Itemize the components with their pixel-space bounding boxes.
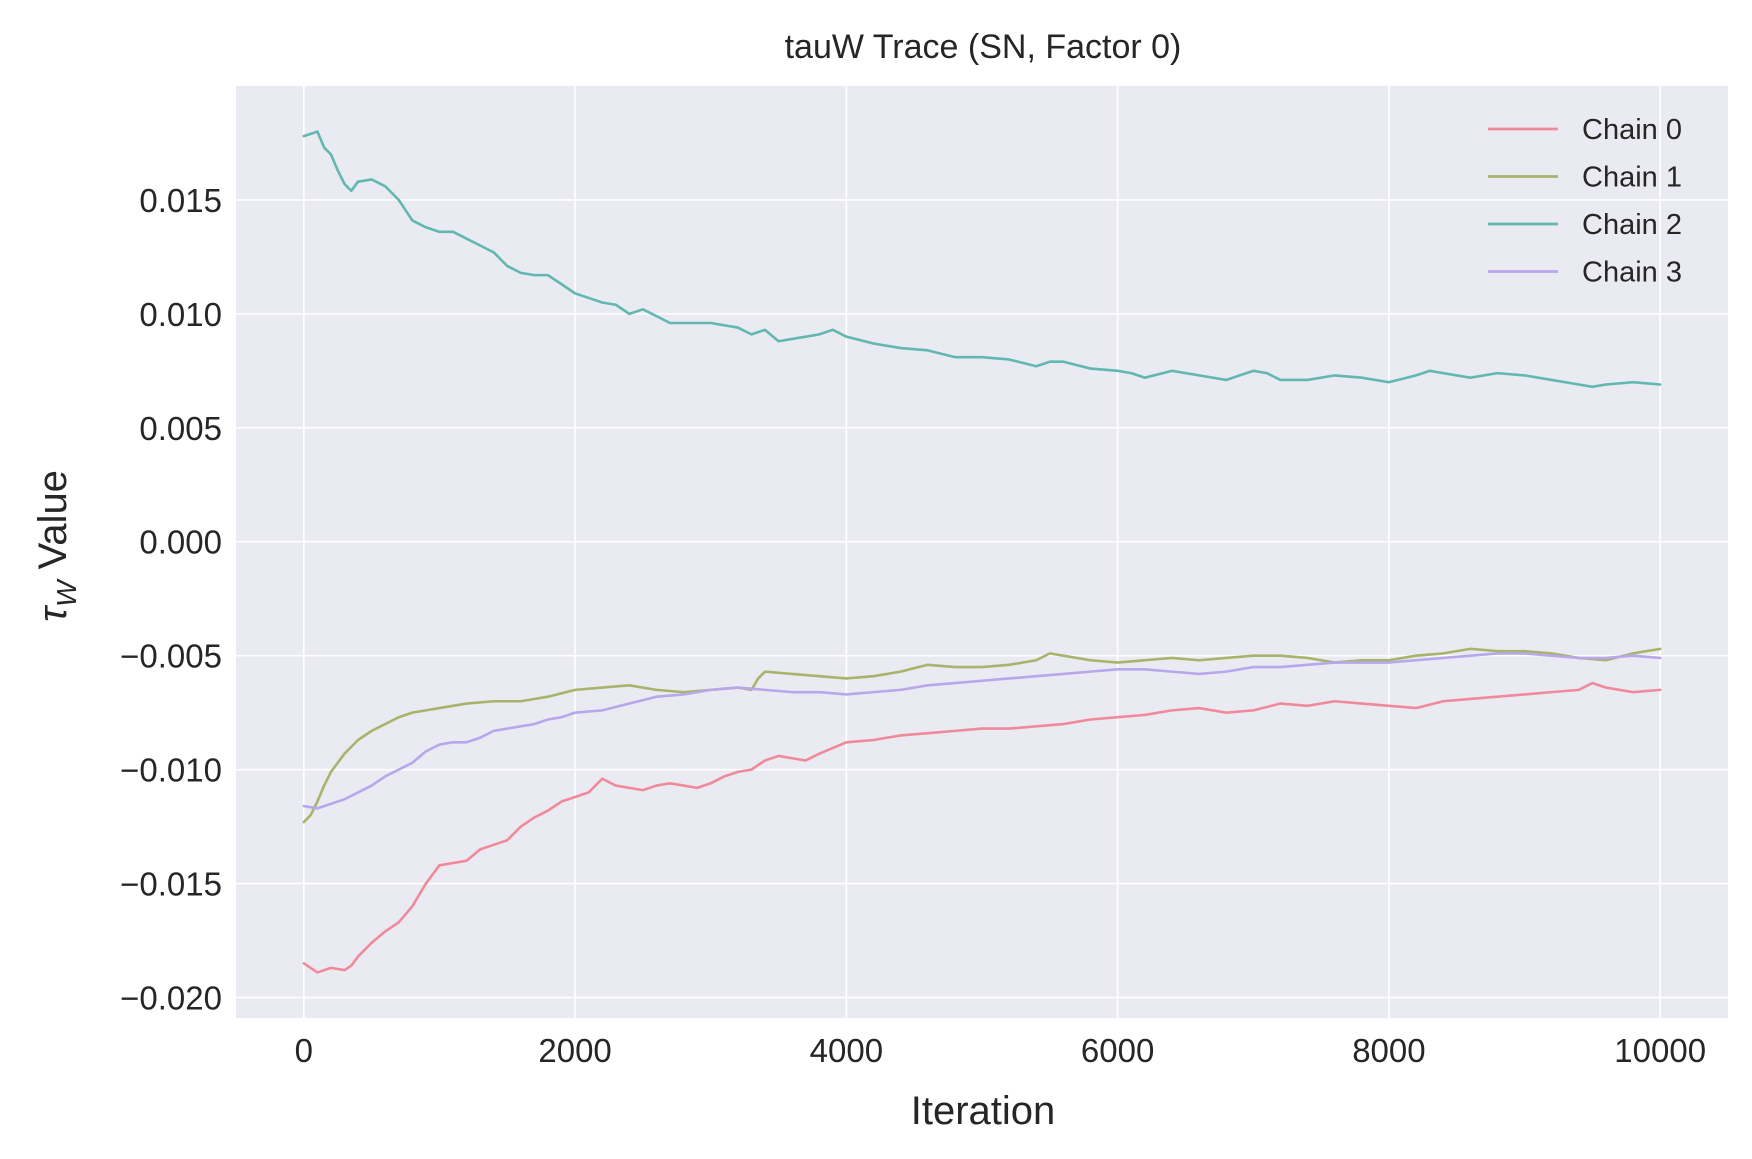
- plot-area: [236, 86, 1728, 1018]
- y-axis-label-suffix: Value: [31, 470, 75, 580]
- legend-label: Chain 2: [1582, 209, 1682, 241]
- legend-label: Chain 3: [1582, 257, 1682, 289]
- series-line-chain-3: [302, 652, 1662, 810]
- y-axis-label-subscript: W: [51, 578, 82, 607]
- y-tick-label: −0.010: [120, 752, 222, 789]
- x-tick-label: 4000: [810, 1032, 883, 1069]
- y-tick-label: 0.010: [139, 296, 222, 333]
- y-tick-label: −0.015: [120, 866, 222, 903]
- x-tick-label: 2000: [538, 1032, 611, 1069]
- series-line-chain-1: [302, 647, 1662, 824]
- chart-title: tauW Trace (SN, Factor 0): [785, 28, 1182, 66]
- y-axis-label-symbol: τ: [31, 604, 75, 622]
- y-tick-label: 0.015: [139, 182, 222, 219]
- y-tick-label: 0.005: [139, 410, 222, 447]
- x-tick-label: 8000: [1352, 1032, 1425, 1069]
- legend-label: Chain 0: [1582, 114, 1682, 146]
- y-tick-label: 0.000: [139, 524, 222, 561]
- x-axis-label: Iteration: [911, 1089, 1056, 1133]
- x-tick-label: 6000: [1081, 1032, 1154, 1069]
- y-tick-label: −0.020: [120, 979, 222, 1016]
- series-line-chain-2: [302, 130, 1662, 389]
- legend-label: Chain 1: [1582, 162, 1682, 194]
- series-line-chain-0: [302, 681, 1662, 974]
- tick-labels: 0 2000 4000 6000 8000 10000 −0.020 −0.015 −0.010…: [120, 182, 1706, 1069]
- series-lines: [302, 130, 1662, 974]
- y-axis-label: τW Value: [31, 470, 82, 622]
- legend: Chain 0 Chain 1 Chain 2 Chain 3: [1488, 114, 1682, 289]
- x-tick-label: 0: [295, 1032, 313, 1069]
- x-tick-label: 10000: [1614, 1032, 1706, 1069]
- y-tick-label: −0.005: [120, 638, 222, 675]
